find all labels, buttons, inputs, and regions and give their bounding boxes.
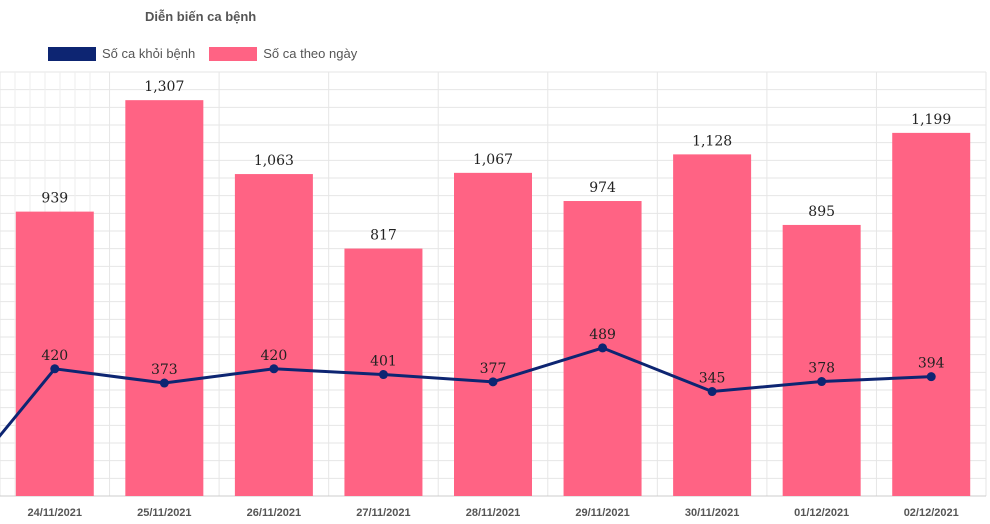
line-value-label: 489 (589, 327, 616, 343)
bar-value-label: 1,199 (911, 112, 951, 128)
line-point-recovered[interactable] (926, 372, 936, 382)
x-tick-label: 01/12/2021 (794, 507, 849, 519)
legend: Số ca khỏi bệnh Số ca theo ngày (48, 46, 371, 61)
line-point-recovered[interactable] (50, 364, 60, 374)
bar-daily-cases[interactable] (673, 154, 752, 496)
chart-title: Diễn biến ca bệnh (145, 9, 257, 24)
x-tick-label: 30/11/2021 (685, 507, 739, 519)
bar-value-label: 1,128 (692, 133, 732, 149)
line-point-recovered[interactable] (817, 377, 827, 387)
bar-value-label: 939 (41, 191, 68, 207)
bar-value-label: 817 (370, 228, 397, 244)
line-layer (0, 343, 936, 438)
x-tick-label: 29/11/2021 (575, 507, 629, 519)
tick-layer: 24/11/2021 25/11/2021 26/11/2021 27/11/2021… (28, 507, 959, 519)
line-value-label: 373 (151, 362, 178, 378)
legend-swatch-recovered (48, 46, 96, 61)
legend-label-recovered: Số ca khỏi bệnh (102, 46, 196, 61)
bar-daily-cases[interactable] (454, 172, 532, 496)
legend-swatch-daily-cases (209, 46, 258, 61)
line-point-recovered[interactable] (488, 377, 498, 387)
line-point-recovered[interactable] (269, 364, 279, 374)
x-tick-label: 28/11/2021 (466, 507, 520, 519)
x-tick-label: 25/11/2021 (137, 507, 191, 519)
line-value-label: 345 (699, 371, 726, 387)
line-point-recovered[interactable] (378, 370, 388, 380)
legend-label-daily-cases: Số ca theo ngày (263, 46, 358, 61)
bar-daily-cases[interactable] (15, 211, 94, 497)
bar-value-label: 974 (589, 180, 616, 196)
line-value-label: 401 (370, 354, 397, 370)
legend-item-daily-cases[interactable]: Số ca theo ngày (209, 46, 357, 61)
bar-value-label: 895 (808, 204, 835, 220)
legend-item-recovered[interactable]: Số ca khỏi bệnh (48, 46, 195, 61)
bar-daily-cases[interactable] (782, 224, 861, 496)
line-recovered (0, 346, 932, 438)
line-point-recovered[interactable] (598, 343, 608, 353)
line-point-recovered[interactable] (159, 378, 169, 388)
bar-daily-cases[interactable] (125, 100, 204, 496)
bar-value-label: 1,067 (473, 152, 513, 168)
x-tick-label: 26/11/2021 (247, 507, 301, 519)
bar-value-label: 1,063 (254, 153, 294, 169)
line-value-label: 377 (480, 361, 507, 377)
line-value-label: 420 (261, 348, 288, 364)
bar-daily-cases[interactable] (892, 132, 971, 497)
line-value-label: 378 (808, 361, 835, 377)
label-layer: 939 1,307 1,063 817 1,067 974 1,128 895 1,199 420… (41, 79, 951, 386)
x-tick-label: 02/12/2021 (904, 507, 959, 519)
line-point-recovered[interactable] (707, 387, 717, 397)
bar-layer (15, 100, 971, 497)
bar-daily-cases[interactable] (234, 174, 313, 496)
line-value-label: 420 (41, 348, 68, 364)
bar-value-label: 1,307 (144, 79, 184, 95)
x-tick-label: 27/11/2021 (356, 507, 410, 519)
x-tick-label: 24/11/2021 (28, 507, 82, 519)
line-value-label: 394 (918, 356, 945, 372)
